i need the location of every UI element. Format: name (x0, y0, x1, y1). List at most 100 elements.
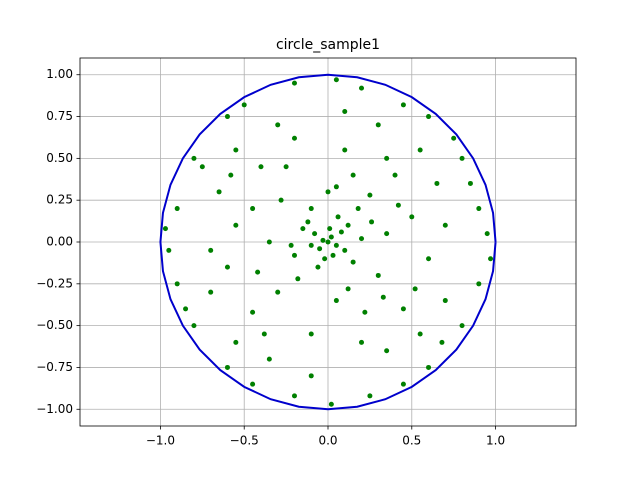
point (426, 256, 432, 262)
y-tick-label: −0.25 (36, 276, 73, 290)
point (328, 401, 334, 407)
point (333, 77, 339, 83)
point (476, 206, 482, 212)
point (359, 85, 365, 91)
point (333, 242, 339, 248)
y-tick-label: −1.00 (36, 402, 73, 416)
point (255, 269, 261, 275)
point (315, 264, 321, 270)
point (335, 214, 341, 220)
point (191, 323, 197, 329)
point (395, 202, 401, 208)
point (484, 231, 490, 237)
point (384, 348, 390, 354)
point (308, 331, 314, 337)
point (333, 298, 339, 304)
point (291, 80, 297, 86)
point (258, 164, 264, 170)
point (261, 331, 267, 337)
point (224, 264, 230, 270)
x-tick-label: 0.5 (402, 434, 421, 448)
plot-frame (79, 57, 577, 427)
point (183, 306, 189, 312)
point (174, 206, 180, 212)
point (291, 252, 297, 258)
point (384, 155, 390, 161)
point (291, 393, 297, 399)
point (434, 180, 440, 186)
point (233, 147, 239, 153)
chart-title: circle_sample1 (276, 37, 380, 53)
x-tick-label: 0.0 (318, 434, 337, 448)
point (228, 172, 234, 178)
point (291, 135, 297, 141)
point (233, 339, 239, 345)
point (308, 373, 314, 379)
point (367, 192, 373, 198)
point (224, 114, 230, 120)
point (412, 286, 418, 292)
point (367, 393, 373, 399)
point (333, 184, 339, 190)
point (250, 309, 256, 315)
point (275, 122, 281, 128)
point (208, 289, 214, 295)
point (375, 272, 381, 278)
point (426, 114, 432, 120)
point (369, 219, 375, 225)
point (345, 222, 351, 228)
point (288, 242, 294, 248)
point (224, 364, 230, 370)
point (338, 229, 344, 235)
point (426, 364, 432, 370)
point (174, 281, 180, 287)
point (400, 306, 406, 312)
point (191, 155, 197, 161)
point (308, 206, 314, 212)
point (295, 276, 301, 282)
point (359, 236, 365, 242)
point (250, 381, 256, 387)
point (305, 219, 311, 225)
point (266, 239, 272, 245)
point (362, 309, 368, 315)
point (308, 242, 314, 248)
point (350, 259, 356, 265)
point (250, 206, 256, 212)
point (328, 234, 334, 240)
point (375, 122, 381, 128)
y-tick-label: −0.75 (36, 360, 73, 374)
point (275, 289, 281, 295)
point (233, 222, 239, 228)
point (342, 147, 348, 153)
point (320, 237, 326, 243)
point (459, 155, 465, 161)
y-tick-label: 0.25 (46, 193, 73, 207)
point (384, 231, 390, 237)
point (451, 135, 457, 141)
point (342, 109, 348, 115)
point (330, 252, 336, 258)
y-tick-label: 0.50 (46, 151, 73, 165)
point (439, 339, 445, 345)
point (417, 147, 423, 153)
point (322, 256, 328, 262)
point (162, 226, 168, 232)
x-tick-label: −1.0 (146, 434, 175, 448)
point (459, 323, 465, 329)
point (400, 381, 406, 387)
point (417, 331, 423, 337)
point (327, 226, 333, 232)
point (325, 189, 331, 195)
point (283, 164, 289, 170)
point (325, 239, 331, 245)
y-tick-label: −0.50 (36, 318, 73, 332)
point (342, 247, 348, 253)
point (300, 226, 306, 232)
point (317, 246, 323, 252)
point (345, 286, 351, 292)
point (355, 206, 361, 212)
